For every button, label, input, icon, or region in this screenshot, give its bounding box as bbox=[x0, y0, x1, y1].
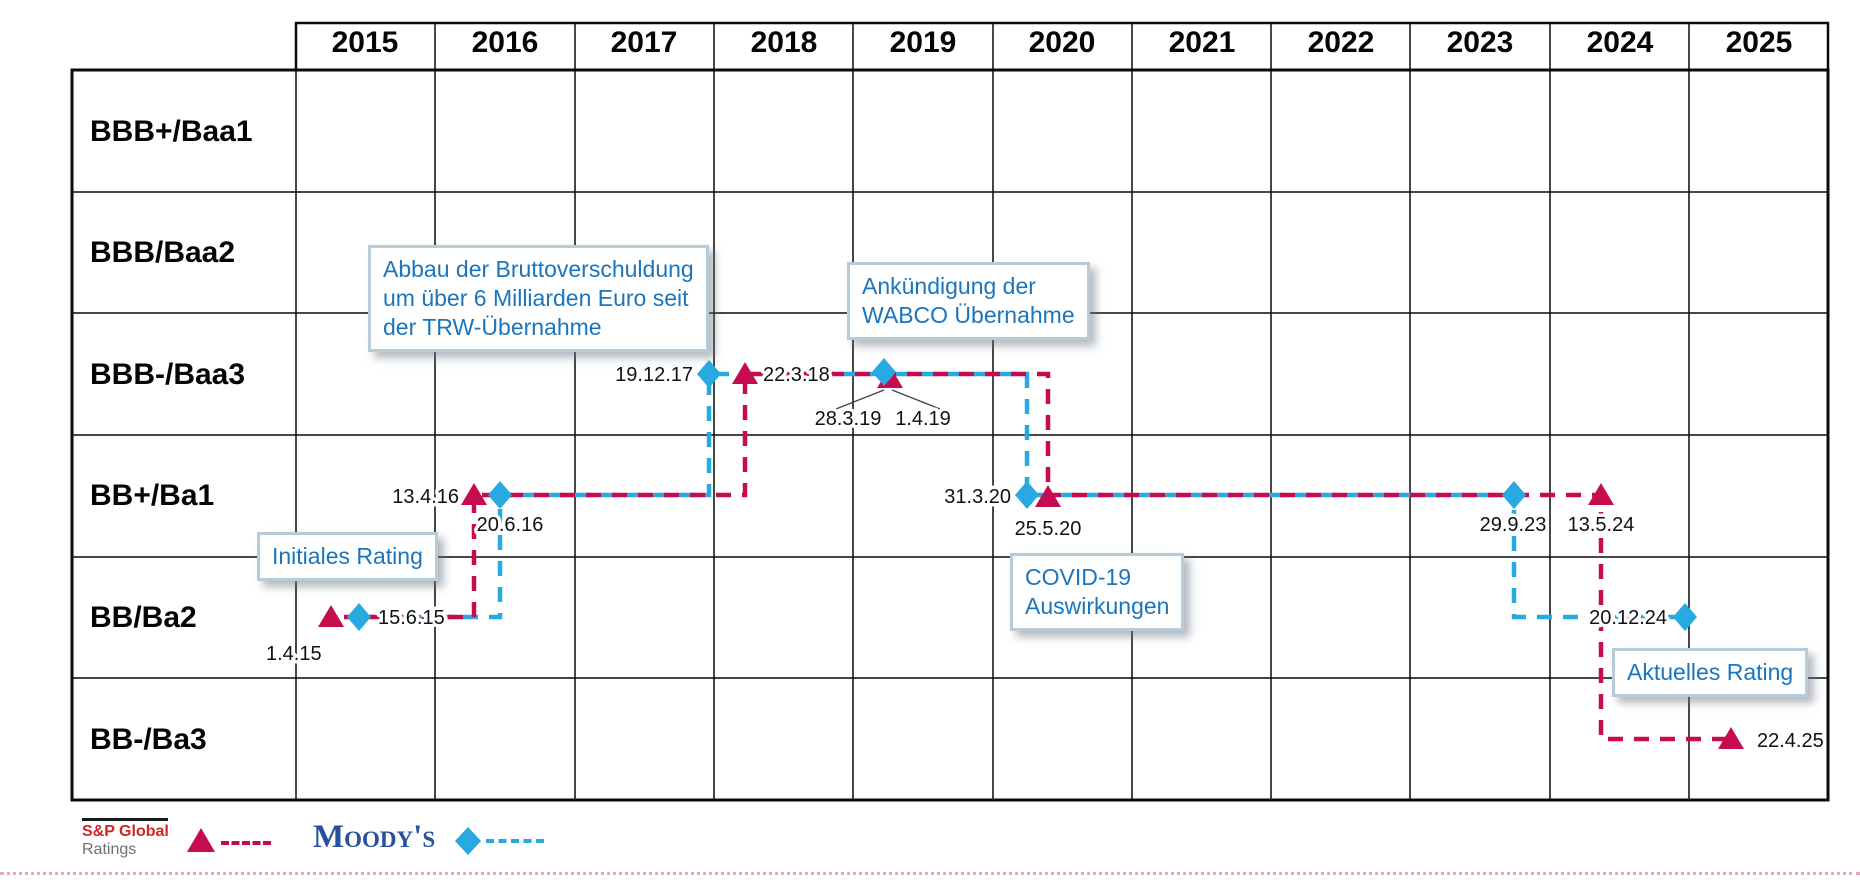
annotation-line: der TRW-Übernahme bbox=[383, 314, 602, 340]
year-header: 2024 bbox=[1587, 26, 1654, 59]
date-label: 13.4.16 bbox=[392, 486, 459, 508]
annotation-current-rating-box: Aktuelles Rating bbox=[1612, 648, 1809, 697]
date-label: 25.5.20 bbox=[1015, 518, 1082, 540]
year-header: 2019 bbox=[890, 26, 957, 59]
date-label: 20.12.24 bbox=[1589, 607, 1667, 629]
sp-logo-bar bbox=[82, 818, 168, 821]
annotation-line: COVID-19 bbox=[1025, 564, 1132, 590]
annotation-line: Auswirkungen bbox=[1025, 593, 1170, 619]
rating-row-label: BBB/Baa2 bbox=[90, 236, 235, 269]
year-header: 2023 bbox=[1447, 26, 1514, 59]
year-header: 2016 bbox=[472, 26, 539, 59]
annotation-line: Aktuelles Rating bbox=[1627, 659, 1794, 685]
year-header: 2020 bbox=[1029, 26, 1096, 59]
grid-vlines bbox=[295, 23, 1690, 800]
rating-row-label: BBB-/Baa3 bbox=[90, 358, 245, 391]
date-labels: 1.4.15 15.6.15 13.4.16 20.6.16 19.12.17 … bbox=[263, 361, 1828, 756]
label-connector bbox=[835, 389, 941, 410]
year-header: 2022 bbox=[1308, 26, 1375, 59]
date-label: 15.6.15 bbox=[378, 607, 445, 629]
date-label: 1.4.19 bbox=[895, 408, 951, 430]
rating-axis: BBB+/Baa1 BBB/Baa2 BBB-/Baa3 BB+/Ba1 BB/… bbox=[90, 115, 253, 756]
year-header: 2021 bbox=[1169, 26, 1236, 59]
moodys-diamond-marker bbox=[697, 360, 721, 388]
rating-row-label: BB-/Ba3 bbox=[90, 723, 207, 756]
annotation-line: Abbau der Bruttoverschuldung bbox=[383, 256, 694, 282]
sp-step-line bbox=[331, 371, 1731, 742]
moodys-diamond-marker bbox=[488, 481, 512, 509]
legend-moodys-dash-line bbox=[486, 839, 544, 843]
sp-logo-line1: S&P Global bbox=[82, 823, 169, 840]
sp-global-ratings-logo: S&P Global Ratings bbox=[82, 818, 174, 859]
date-label: 31.3.20 bbox=[944, 486, 1011, 508]
annotation-wabco-box: Ankündigung der WABCO Übernahme bbox=[847, 262, 1090, 340]
date-label: 20.6.16 bbox=[477, 514, 544, 536]
date-label: 19.12.17 bbox=[615, 364, 693, 386]
annotation-line: um über 6 Milliarden Euro seit bbox=[383, 285, 689, 311]
legend: S&P Global Ratings Moody's bbox=[0, 812, 1860, 872]
header-frame bbox=[294, 21, 1830, 72]
year-header-row: 2015 2016 2017 2018 2019 2020 2021 2022 … bbox=[332, 26, 1793, 59]
moodys-logo: Moody's bbox=[313, 819, 436, 855]
moodys-diamond-marker bbox=[1502, 481, 1526, 509]
year-header: 2025 bbox=[1726, 26, 1793, 59]
annotation-line: WABCO Übernahme bbox=[862, 302, 1075, 328]
moodys-diamond-marker bbox=[1015, 481, 1039, 509]
date-label: 28.3.19 bbox=[815, 408, 882, 430]
page-bottom-dotted-line bbox=[0, 872, 1860, 875]
moodys-diamond-marker bbox=[1673, 603, 1697, 631]
date-label: 13.5.24 bbox=[1568, 514, 1635, 536]
date-label: 29.9.23 bbox=[1480, 514, 1547, 536]
legend-sp-triangle-icon bbox=[187, 828, 215, 852]
rating-row-label: BB/Ba2 bbox=[90, 601, 197, 634]
legend-moodys-diamond-icon bbox=[455, 827, 481, 855]
rating-row-label: BB+/Ba1 bbox=[90, 479, 214, 512]
date-label: 22.4.25 bbox=[1757, 730, 1824, 752]
year-header: 2017 bbox=[611, 26, 678, 59]
date-label: 1.4.15 bbox=[266, 643, 322, 665]
sp-logo-line2: Ratings bbox=[82, 841, 137, 858]
annotation-covid-box: COVID-19 Auswirkungen bbox=[1010, 553, 1185, 631]
annotation-initial-rating-box: Initiales Rating bbox=[257, 532, 438, 581]
date-label: 22.3.18 bbox=[763, 364, 830, 386]
year-header: 2018 bbox=[751, 26, 818, 59]
year-header: 2015 bbox=[332, 26, 399, 59]
annotation-trw-box: Abbau der Bruttoverschuldung um über 6 M… bbox=[368, 245, 709, 352]
sp-triangle-marker bbox=[1588, 483, 1614, 505]
annotation-line: Ankündigung der bbox=[862, 273, 1036, 299]
moodys-diamond-marker bbox=[347, 603, 371, 631]
sp-triangle-marker bbox=[318, 605, 344, 627]
legend-sp-dash-line bbox=[221, 841, 271, 845]
rating-row-label: BBB+/Baa1 bbox=[90, 115, 253, 148]
annotation-line: Initiales Rating bbox=[272, 543, 423, 569]
